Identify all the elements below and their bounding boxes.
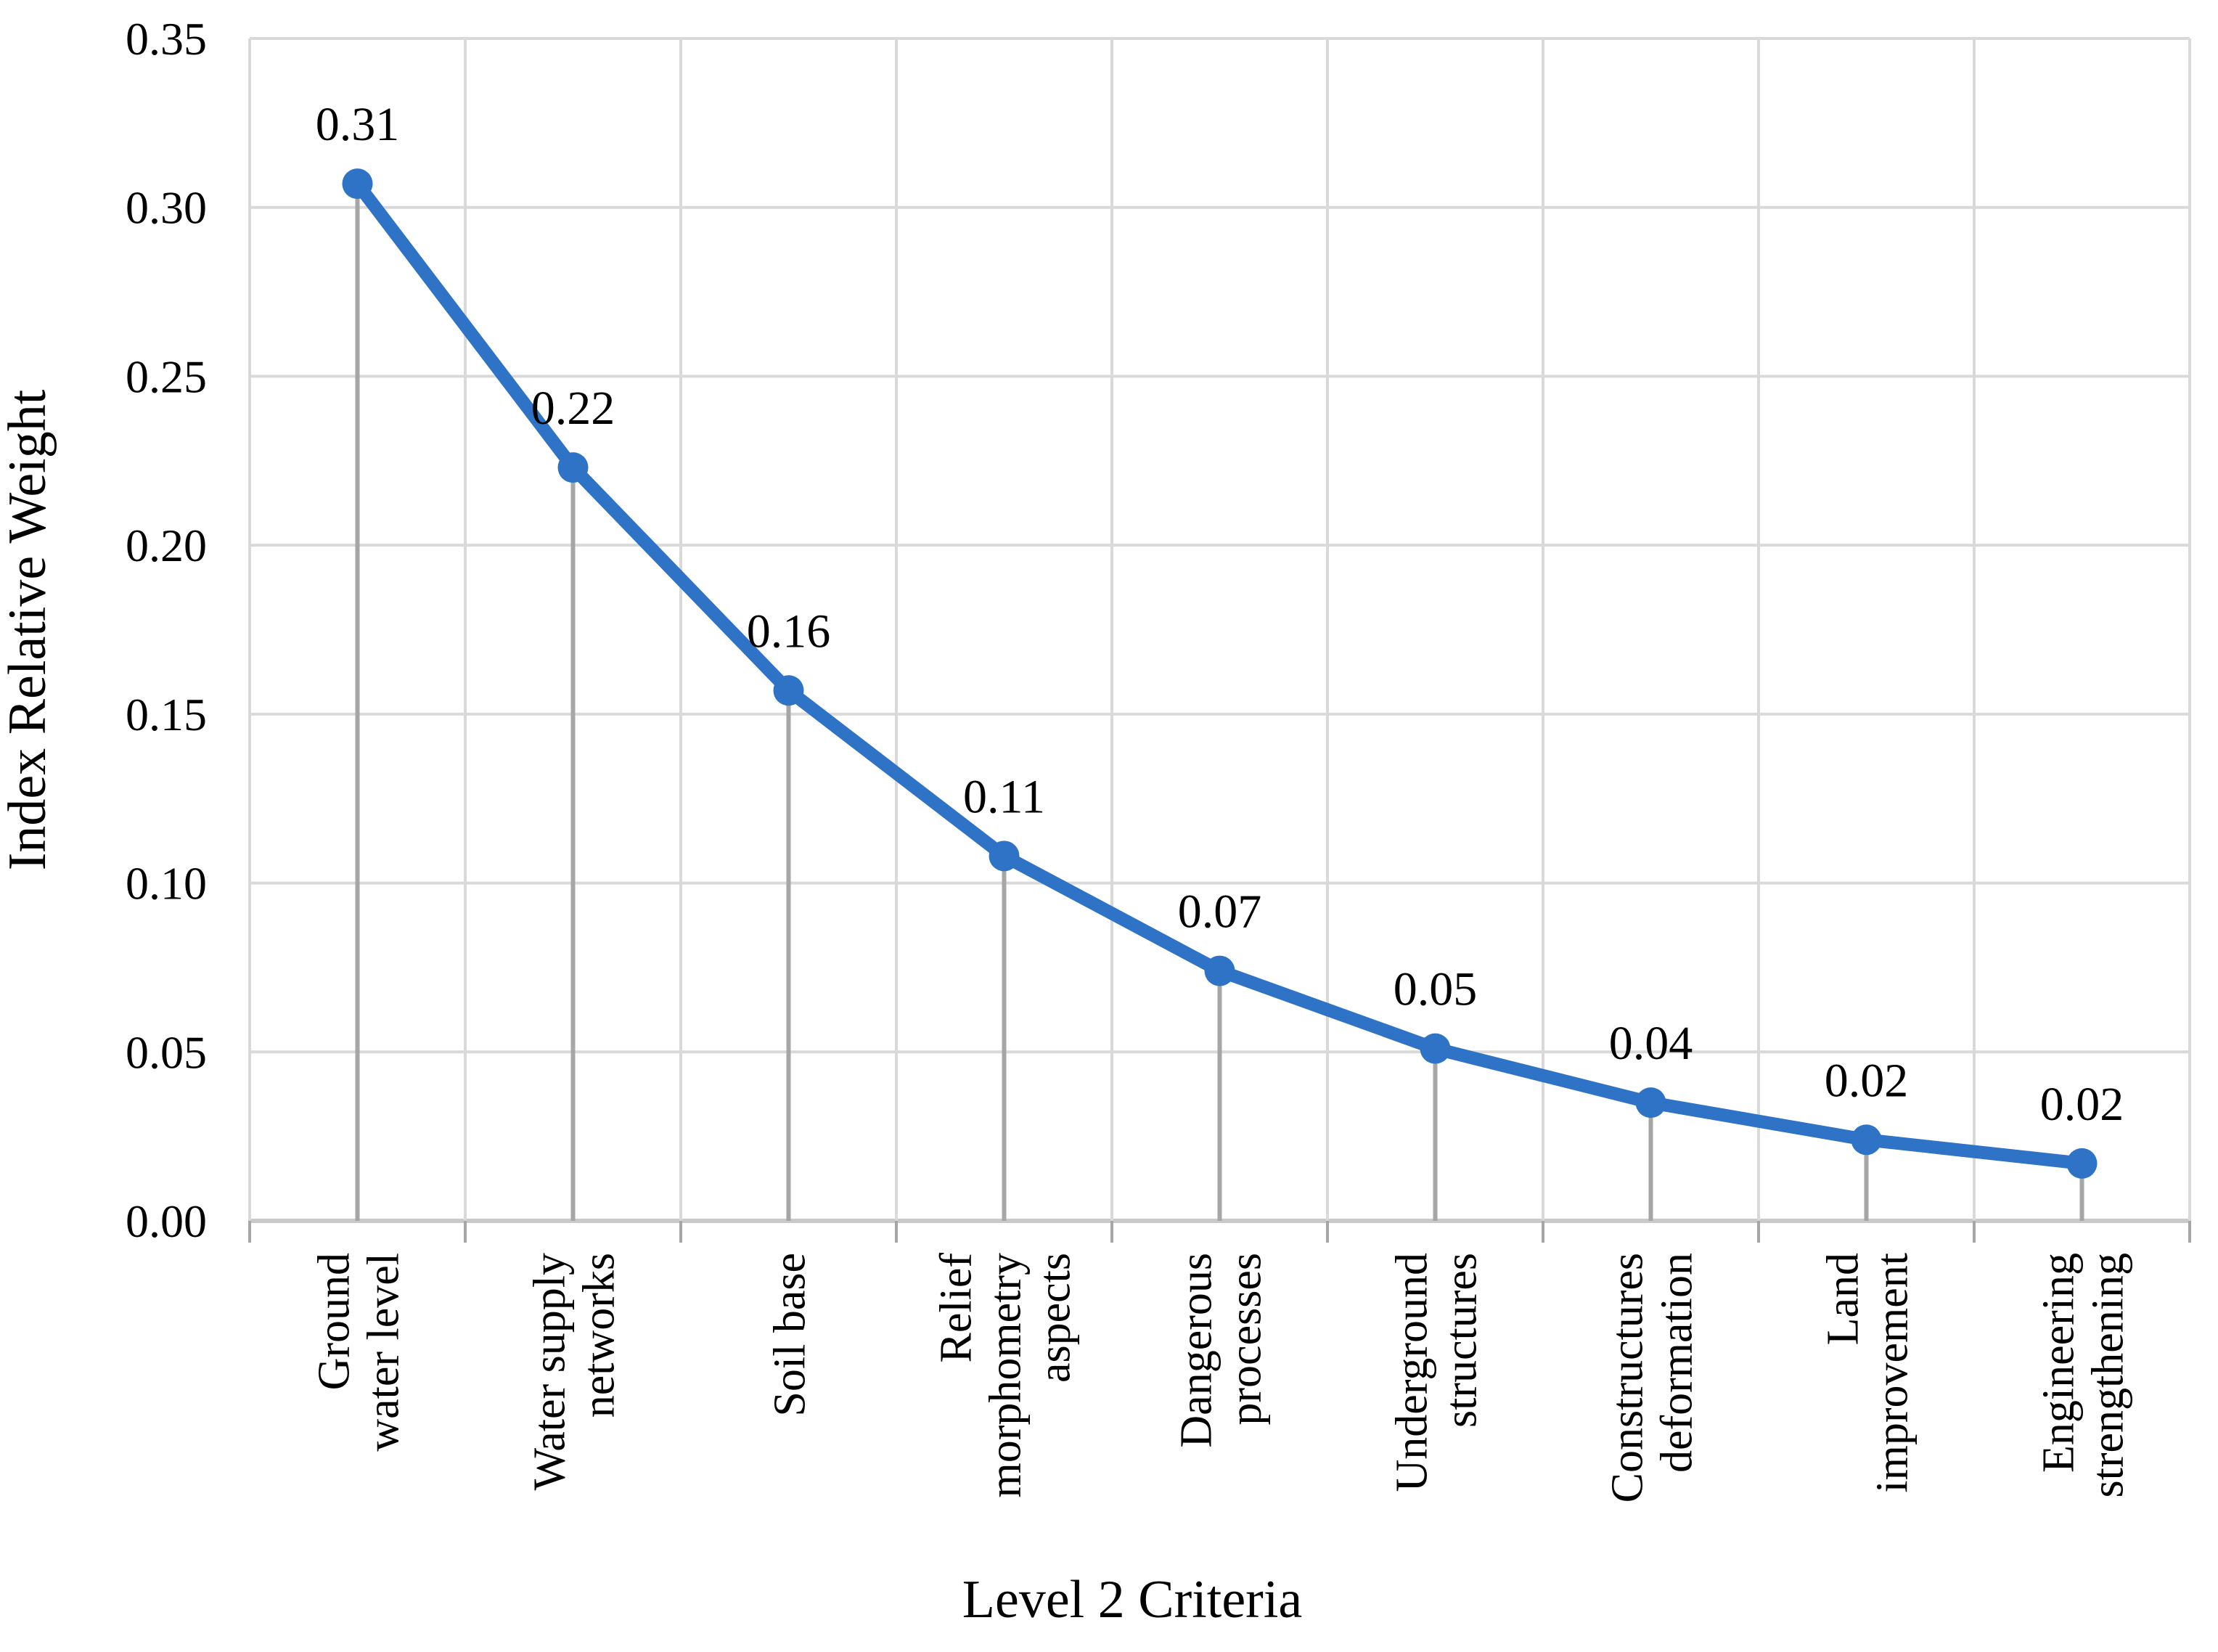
data-point-label: 0.02 [2040, 1078, 2124, 1131]
data-point-label: 0.16 [747, 605, 831, 658]
data-point-label: 0.04 [1609, 1017, 1693, 1070]
y-tick-label: 0.20 [126, 520, 207, 571]
y-tick-label: 0.15 [126, 689, 207, 740]
x-category-label: Ground [310, 1253, 359, 1390]
data-point-label: 0.11 [963, 770, 1045, 823]
x-category-label: processes [1221, 1253, 1271, 1426]
data-point-label: 0.22 [531, 382, 615, 435]
data-point-marker [1635, 1087, 1666, 1119]
data-point-label: 0.05 [1394, 963, 1478, 1016]
drop-lines-layer [355, 184, 2084, 1221]
axis-labels-layer: 0.35 0.30 0.25 0.20 0.15 0.10 0.05 0.00 Ground wa… [126, 13, 2133, 1502]
y-tick-label: 0.25 [126, 351, 207, 402]
data-point-marker [2066, 1148, 2098, 1179]
y-tick-label: 0.05 [126, 1026, 207, 1078]
x-category-label: Land [1819, 1253, 1868, 1345]
axis-ticks-layer [248, 1221, 2191, 1243]
data-point-marker [1420, 1033, 1451, 1064]
data-point-marker [989, 841, 1020, 872]
x-category-label: water level [359, 1253, 409, 1452]
y-axis-title: Index Relative Weight [0, 389, 57, 870]
x-category-label: Water supply [525, 1253, 575, 1490]
y-tick-label: 0.00 [126, 1195, 207, 1247]
x-category-label: morphometry [981, 1253, 1031, 1498]
x-category-label: Dangerous [1172, 1253, 1221, 1448]
x-category-label: aspects [1031, 1253, 1080, 1383]
x-category-label: Constructures [1603, 1253, 1653, 1502]
data-point-marker [342, 168, 373, 200]
y-tick-label: 0.10 [126, 858, 207, 909]
x-axis-title: Level 2 Criteria [962, 1570, 1302, 1629]
y-tick-label: 0.35 [126, 13, 207, 65]
x-category-label: structures [1437, 1253, 1486, 1428]
x-category-label: networks [575, 1253, 624, 1418]
x-category-label: deformation [1653, 1253, 1702, 1473]
data-point-marker [773, 675, 804, 706]
x-category-label: Engineering [2034, 1253, 2084, 1473]
x-category-label: strengthening [2084, 1253, 2133, 1498]
data-point-label: 0.07 [1178, 886, 1262, 939]
data-point-label: 0.31 [316, 98, 400, 151]
x-category-label: Soil base [766, 1253, 815, 1417]
data-labels-layer: 0.31 0.22 0.16 0.11 0.07 0.05 0.04 0.02 0.02 [316, 98, 2124, 1131]
data-point-marker [557, 452, 589, 483]
series-layer [342, 168, 2098, 1179]
x-category-label: improvement [1868, 1253, 1918, 1493]
x-category-label: Underground [1388, 1253, 1437, 1492]
data-point-marker [1204, 955, 1235, 986]
data-point-label: 0.02 [1825, 1054, 1909, 1107]
x-category-label: Relief [932, 1253, 981, 1363]
y-tick-label: 0.30 [126, 182, 207, 234]
data-point-marker [1851, 1124, 1882, 1156]
